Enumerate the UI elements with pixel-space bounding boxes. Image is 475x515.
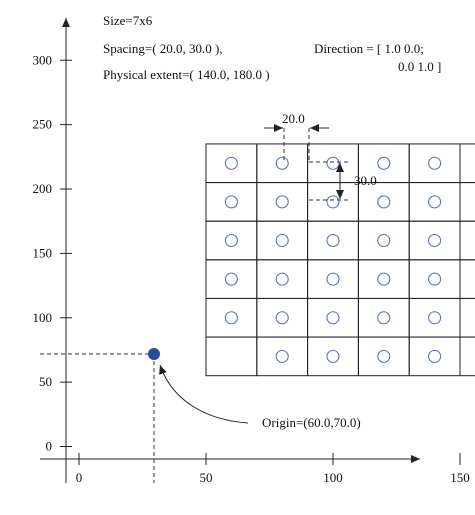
grid-cell (205, 220, 258, 261)
pixel-center-circle (275, 349, 289, 363)
grid-cell (357, 220, 410, 261)
grid-cell (256, 182, 309, 222)
pixel-center-circle (326, 233, 340, 248)
pixel-center-circle (428, 156, 442, 170)
grid-cell (408, 336, 461, 377)
size-label: Size=7x6 (103, 13, 153, 28)
grid-cell (256, 336, 309, 377)
pixel-center-circle (275, 272, 289, 286)
origin-pointer-arrow (159, 364, 249, 424)
grid-cell (459, 182, 475, 222)
y-tick-label: 250 (33, 117, 53, 132)
pixel-center-circle (224, 233, 238, 248)
grid-cell (307, 336, 359, 377)
grid-cell (205, 259, 258, 299)
pixel-center-circle (326, 195, 340, 209)
grid-cell (307, 182, 359, 222)
grid-cell (357, 297, 410, 338)
grid-cell (256, 220, 309, 261)
grid-cell (205, 182, 258, 222)
origin-label: Origin=(60.0,70.0) (262, 415, 361, 430)
grid-cell (256, 143, 309, 184)
grid-cell (205, 143, 258, 184)
pixel-center-circle (275, 311, 289, 325)
grid-cell (357, 259, 410, 299)
spacing-label: Spacing=( 20.0, 30.0 ), (103, 41, 223, 56)
y-tick-label: 100 (33, 310, 53, 325)
pixel-center-circle (428, 349, 442, 363)
physical-extent-label: Physical extent=( 140.0, 180.0 ) (103, 67, 270, 82)
grid-cell (357, 182, 410, 222)
x-tick-label: 0 (76, 470, 83, 485)
grid-cell (459, 259, 475, 299)
grid-cell (307, 297, 359, 338)
pixel-center-circle (326, 311, 340, 325)
pixel-center-circle (224, 156, 238, 170)
y-tick-label: 0 (46, 439, 53, 454)
pixel-center-circle (377, 195, 391, 209)
direction-label-line1: Direction = [ 1.0 0.0; (314, 41, 424, 56)
pixel-center-circle (275, 233, 289, 248)
axes (40, 18, 420, 483)
y-tick-label: 50 (39, 374, 52, 389)
pixel-center-circle (428, 311, 442, 325)
x-tick-label: 100 (323, 470, 343, 485)
spacing-x-annotation: 20.0 (264, 111, 329, 162)
grid-cell (256, 259, 309, 299)
grid-cell (205, 336, 258, 377)
grid-cell (408, 143, 461, 184)
grid-cell (307, 143, 359, 184)
pixel-center-circle (275, 195, 289, 209)
origin-point (148, 348, 160, 360)
pixel-centers (224, 156, 442, 363)
pixel-center-circle (326, 272, 340, 286)
pixel-center-circle (428, 272, 442, 286)
grid-cell (307, 220, 359, 261)
direction-label-line2: 0.0 1.0 ] (398, 59, 441, 74)
grid-cell (357, 336, 410, 377)
pixel-center-circle (224, 272, 238, 286)
grid-cell (459, 143, 475, 184)
grid-cell (459, 297, 475, 338)
image-info-block: Size=7x6 Spacing=( 20.0, 30.0 ), Physica… (103, 13, 441, 82)
pixel-center-circle (428, 233, 442, 248)
pixel-center-circle (326, 349, 340, 363)
spacing-y-value: 30.0 (354, 173, 377, 188)
grid-cell (459, 220, 475, 261)
pixel-center-circle (224, 195, 238, 209)
pixel-center-circle (275, 156, 289, 170)
grid-cell (205, 297, 258, 338)
origin-annotation: Origin=(60.0,70.0) (40, 348, 361, 483)
pixel-grid (205, 143, 475, 377)
pixel-center-circle (428, 195, 442, 209)
pixel-center-circle (224, 311, 238, 325)
pixel-center-circle (377, 233, 391, 248)
spacing-x-value: 20.0 (282, 111, 305, 126)
y-axis-ticks: 0 50 100 150 200 250 300 (33, 52, 72, 454)
grid-cell (307, 259, 359, 299)
pixel-center-circle (377, 272, 391, 286)
y-tick-label: 150 (33, 245, 53, 260)
grid-cell (256, 297, 309, 338)
spacing-y-annotation: 30.0 (309, 161, 377, 201)
grid-cell (408, 220, 461, 261)
x-tick-label: 50 (200, 470, 213, 485)
pixel-center-circle (377, 311, 391, 325)
y-tick-label: 200 (33, 181, 53, 196)
pixel-center-circle (377, 349, 391, 363)
x-tick-label: 150 (450, 470, 470, 485)
grid-cell (408, 297, 461, 338)
grid-cell (408, 259, 461, 299)
pixel-center-circle (326, 156, 340, 170)
grid-cell (408, 182, 461, 222)
pixel-center-circle (377, 156, 391, 170)
grid-cell (459, 336, 475, 377)
y-tick-label: 300 (33, 52, 53, 67)
